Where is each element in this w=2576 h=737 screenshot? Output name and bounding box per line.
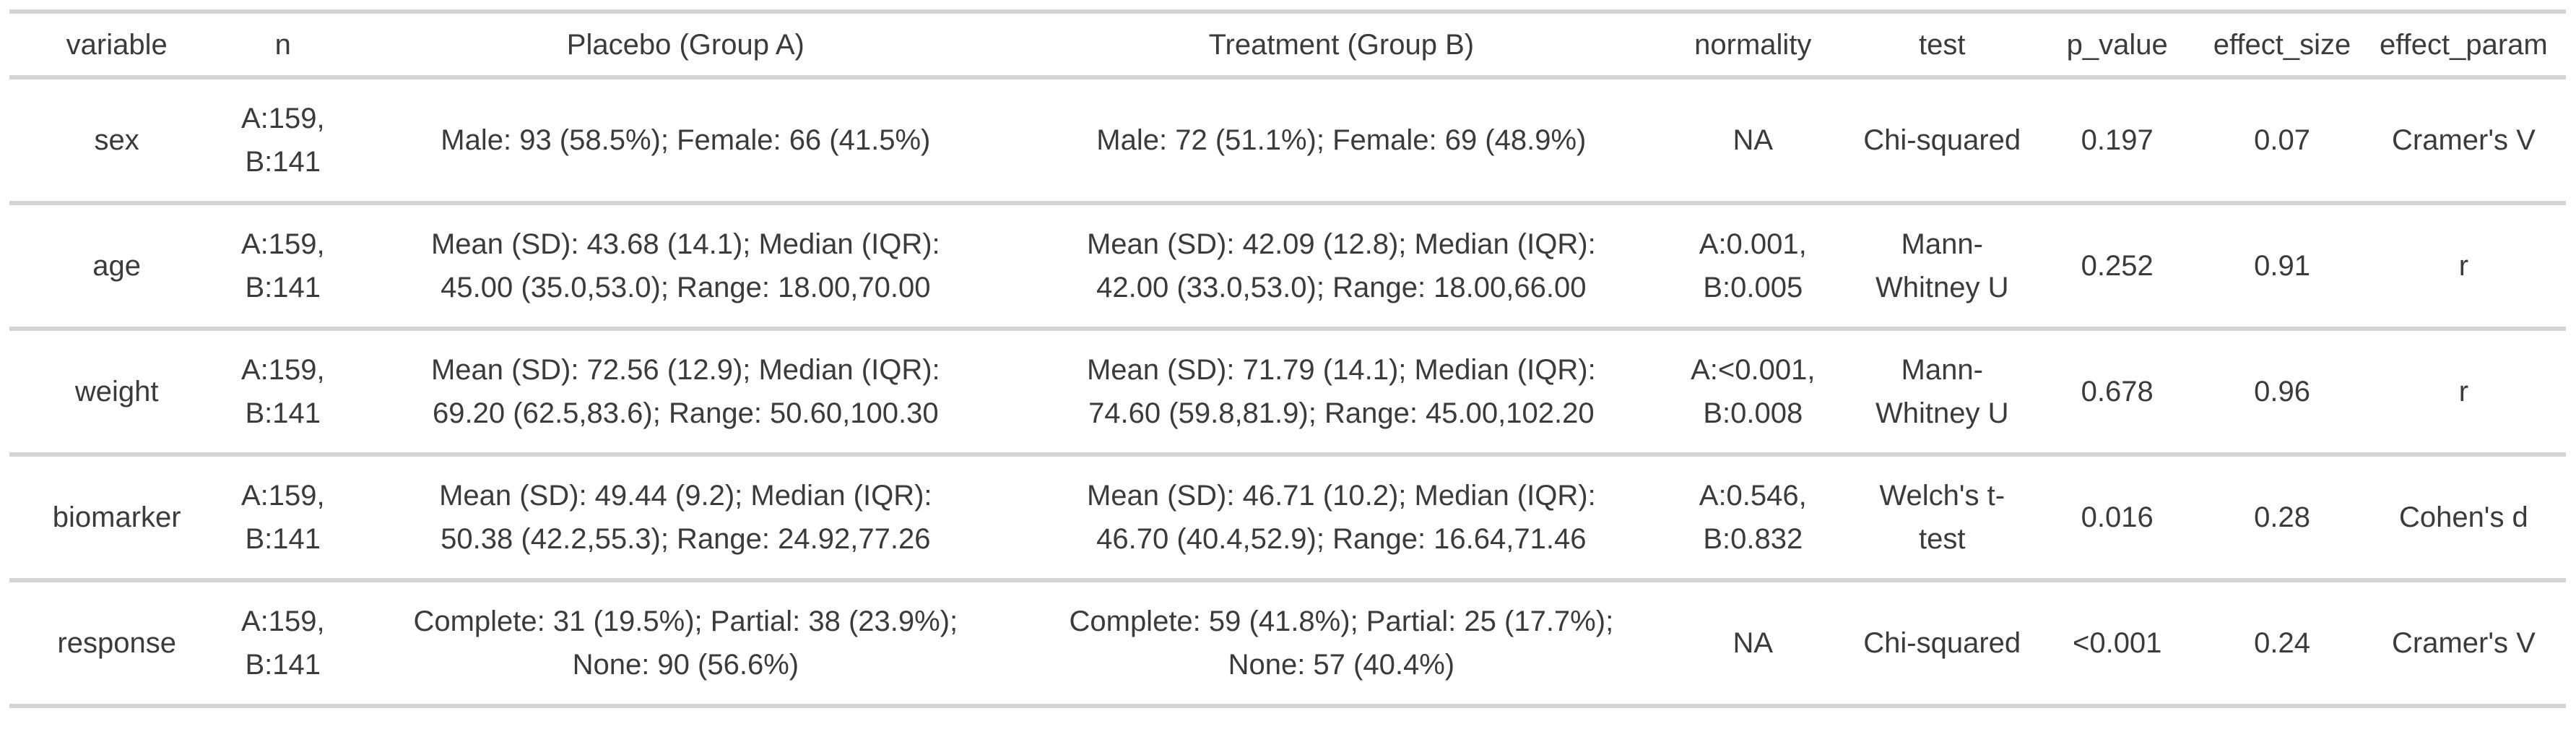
cell-age-treatment-group-b: Mean (SD): 42.09 (12.8); Median (IQR): 4… (1086, 228, 1596, 303)
cell-weight-normality: A:<0.001, B:0.008 (1691, 354, 1816, 429)
cell-age-effect-size: 0.91 (2254, 250, 2310, 282)
cell-biomarker-effect-size: 0.28 (2254, 501, 2310, 533)
cell-sex-variable: sex (94, 124, 139, 156)
cell-biomarker-normality: A:0.546, B:0.832 (1699, 480, 1807, 555)
column-header-effect-param: effect_param (2380, 28, 2548, 61)
cell-age-test: Mann-Whitney U (1875, 228, 2009, 303)
cell-response-n: A:159, B:141 (240, 605, 325, 681)
header-row: variable n Placebo (Group A) Treatment (Gro… (9, 12, 2566, 77)
cell-biomarker-n: A:159, B:141 (240, 480, 325, 555)
cell-response-normality: NA (1732, 627, 1774, 659)
cell-response-treatment-group-b: Complete: 59 (41.8%); Partial: 25 (17.7%… (1069, 605, 1614, 681)
cell-sex-effect-param: Cramer's V (2391, 124, 2536, 156)
cell-biomarker-p-value: 0.016 (2081, 501, 2154, 533)
cell-response-p-value: <0.001 (2072, 627, 2162, 659)
cell-response-variable: response (57, 627, 176, 659)
cell-age-variable: age (92, 250, 142, 282)
cell-biomarker-variable: biomarker (52, 501, 181, 533)
cell-response-effect-size: 0.24 (2254, 627, 2310, 659)
table-row-sex: sex A:159, B:141 Male: 93 (58.5%); Female:… (9, 77, 2566, 203)
cell-sex-effect-size: 0.07 (2254, 124, 2310, 156)
table-row-biomarker: biomarker A:159, B:141 Mean (SD): 49.44 (9… (9, 454, 2566, 580)
table-header: variable n Placebo (Group A) Treatment (Gro… (9, 12, 2566, 77)
group-comparison-table: variable n Placebo (Group A) Treatment (Gro… (9, 9, 2566, 708)
cell-biomarker-test: Welch's t-test (1879, 480, 2005, 555)
cell-sex-n: A:159, B:141 (240, 103, 325, 178)
cell-weight-variable: weight (74, 376, 159, 408)
cell-weight-test: Mann-Whitney U (1875, 354, 2009, 429)
table-row-response: response A:159, B:141 Complete: 31 (19.5%)… (9, 580, 2566, 706)
cell-sex-p-value: 0.197 (2081, 124, 2154, 156)
cell-biomarker-placebo-group-a: Mean (SD): 49.44 (9.2); Median (IQR): 50… (439, 480, 932, 555)
column-header-placebo-group-a: Placebo (Group A) (566, 28, 805, 61)
cell-sex-normality: NA (1732, 124, 1774, 156)
column-header-p-value: p_value (2066, 28, 2168, 61)
column-header-treatment-group-b: Treatment (Group B) (1208, 28, 1475, 61)
column-header-effect-size: effect_size (2213, 28, 2351, 61)
cell-age-n: A:159, B:141 (240, 228, 325, 303)
column-header-n: n (274, 28, 291, 61)
column-header-test: test (1918, 28, 1966, 61)
cell-age-effect-param: r (2458, 250, 2469, 282)
cell-sex-placebo-group-a: Male: 93 (58.5%); Female: 66 (41.5%) (441, 124, 931, 156)
table-body: sex A:159, B:141 Male: 93 (58.5%); Female:… (9, 77, 2566, 706)
cell-age-p-value: 0.252 (2081, 250, 2154, 282)
column-header-normality: normality (1694, 28, 1812, 61)
cell-weight-p-value: 0.678 (2081, 376, 2154, 408)
cell-weight-treatment-group-b: Mean (SD): 71.79 (14.1); Median (IQR): 7… (1086, 354, 1596, 429)
cell-weight-n: A:159, B:141 (240, 354, 325, 429)
cell-age-placebo-group-a: Mean (SD): 43.68 (14.1); Median (IQR): 4… (430, 228, 940, 303)
cell-weight-placebo-group-a: Mean (SD): 72.56 (12.9); Median (IQR): 6… (430, 354, 940, 429)
cell-sex-treatment-group-b: Male: 72 (51.1%); Female: 69 (48.9%) (1096, 124, 1587, 156)
cell-age-normality: A:0.001, B:0.005 (1699, 228, 1807, 303)
cell-response-placebo-group-a: Complete: 31 (19.5%); Partial: 38 (23.9%… (413, 605, 958, 681)
column-header-variable: variable (66, 28, 168, 61)
cell-weight-effect-param: r (2458, 376, 2469, 408)
cell-sex-test: Chi-squared (1863, 124, 2021, 156)
statistics-summary-page: variable n Placebo (Group A) Treatment (Gro… (9, 9, 2566, 708)
cell-biomarker-effect-param: Cohen's d (2398, 501, 2528, 533)
cell-response-effect-param: Cramer's V (2391, 627, 2536, 659)
cell-biomarker-treatment-group-b: Mean (SD): 46.71 (10.2); Median (IQR): 4… (1086, 480, 1596, 555)
cell-response-test: Chi-squared (1863, 627, 2021, 659)
table-row-age: age A:159, B:141 Mean (SD): 43.68 (14.1); … (9, 203, 2566, 329)
cell-weight-effect-size: 0.96 (2254, 376, 2310, 408)
table-row-weight: weight A:159, B:141 Mean (SD): 72.56 (12.9… (9, 329, 2566, 454)
